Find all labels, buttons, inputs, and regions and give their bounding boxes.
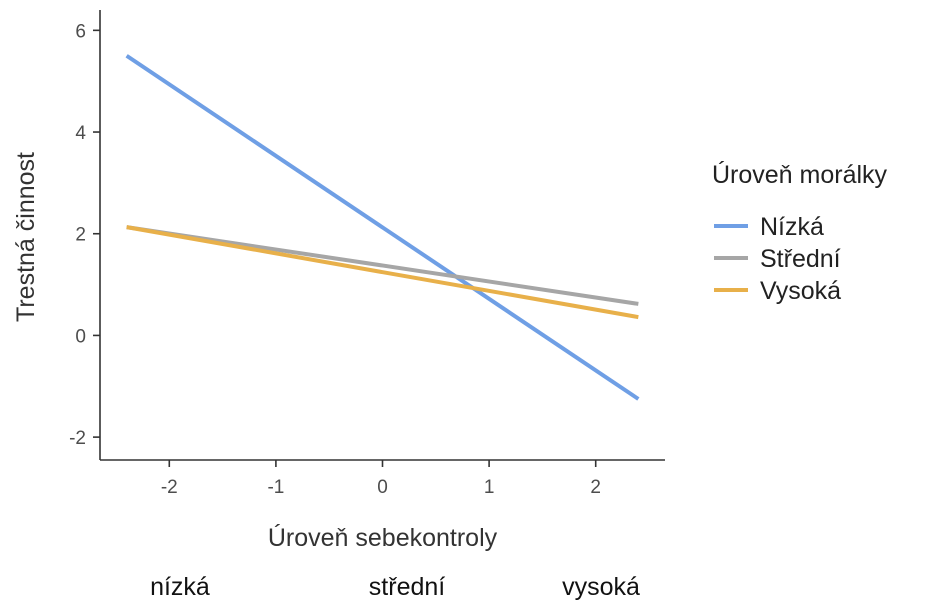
y-tick-label: 2	[75, 225, 86, 246]
y-axis-title: Trestná činnost	[12, 152, 40, 322]
level-label-2: vysoká	[562, 573, 640, 601]
y-tick-label: -2	[69, 428, 86, 449]
legend-label-2: Vysoká	[760, 277, 841, 305]
level-label-0: nízká	[150, 573, 210, 601]
x-tick-label: -2	[161, 477, 178, 498]
y-tick-label: 0	[75, 326, 86, 347]
x-tick-label: 1	[484, 477, 495, 498]
plot-lines	[125, 54, 640, 401]
axes: -2 0 2 4 6 -2 -1 0 1 2 Úroveň sebekontroly Trestná …	[12, 10, 665, 552]
x-tick-label: 2	[590, 477, 601, 498]
x-tick-label: 0	[377, 477, 388, 498]
y-tick-label: 6	[75, 21, 86, 42]
legend-label-0: Nízká	[760, 213, 824, 241]
series-line-1	[126, 225, 639, 306]
bottom-level-labels: nízká střední vysoká	[150, 573, 640, 601]
y-tick-label: 4	[75, 123, 86, 144]
level-label-1: střední	[369, 573, 445, 601]
legend-label-1: Střední	[760, 245, 841, 273]
x-axis-title: Úroveň sebekontroly	[268, 523, 498, 552]
legend: Úroveň morálky Nízká Střední Vysoká	[712, 160, 888, 305]
series-line-0	[125, 54, 640, 401]
legend-title: Úroveň morálky	[712, 160, 888, 189]
x-tick-label: -1	[267, 477, 284, 498]
series-line-2	[126, 225, 639, 320]
